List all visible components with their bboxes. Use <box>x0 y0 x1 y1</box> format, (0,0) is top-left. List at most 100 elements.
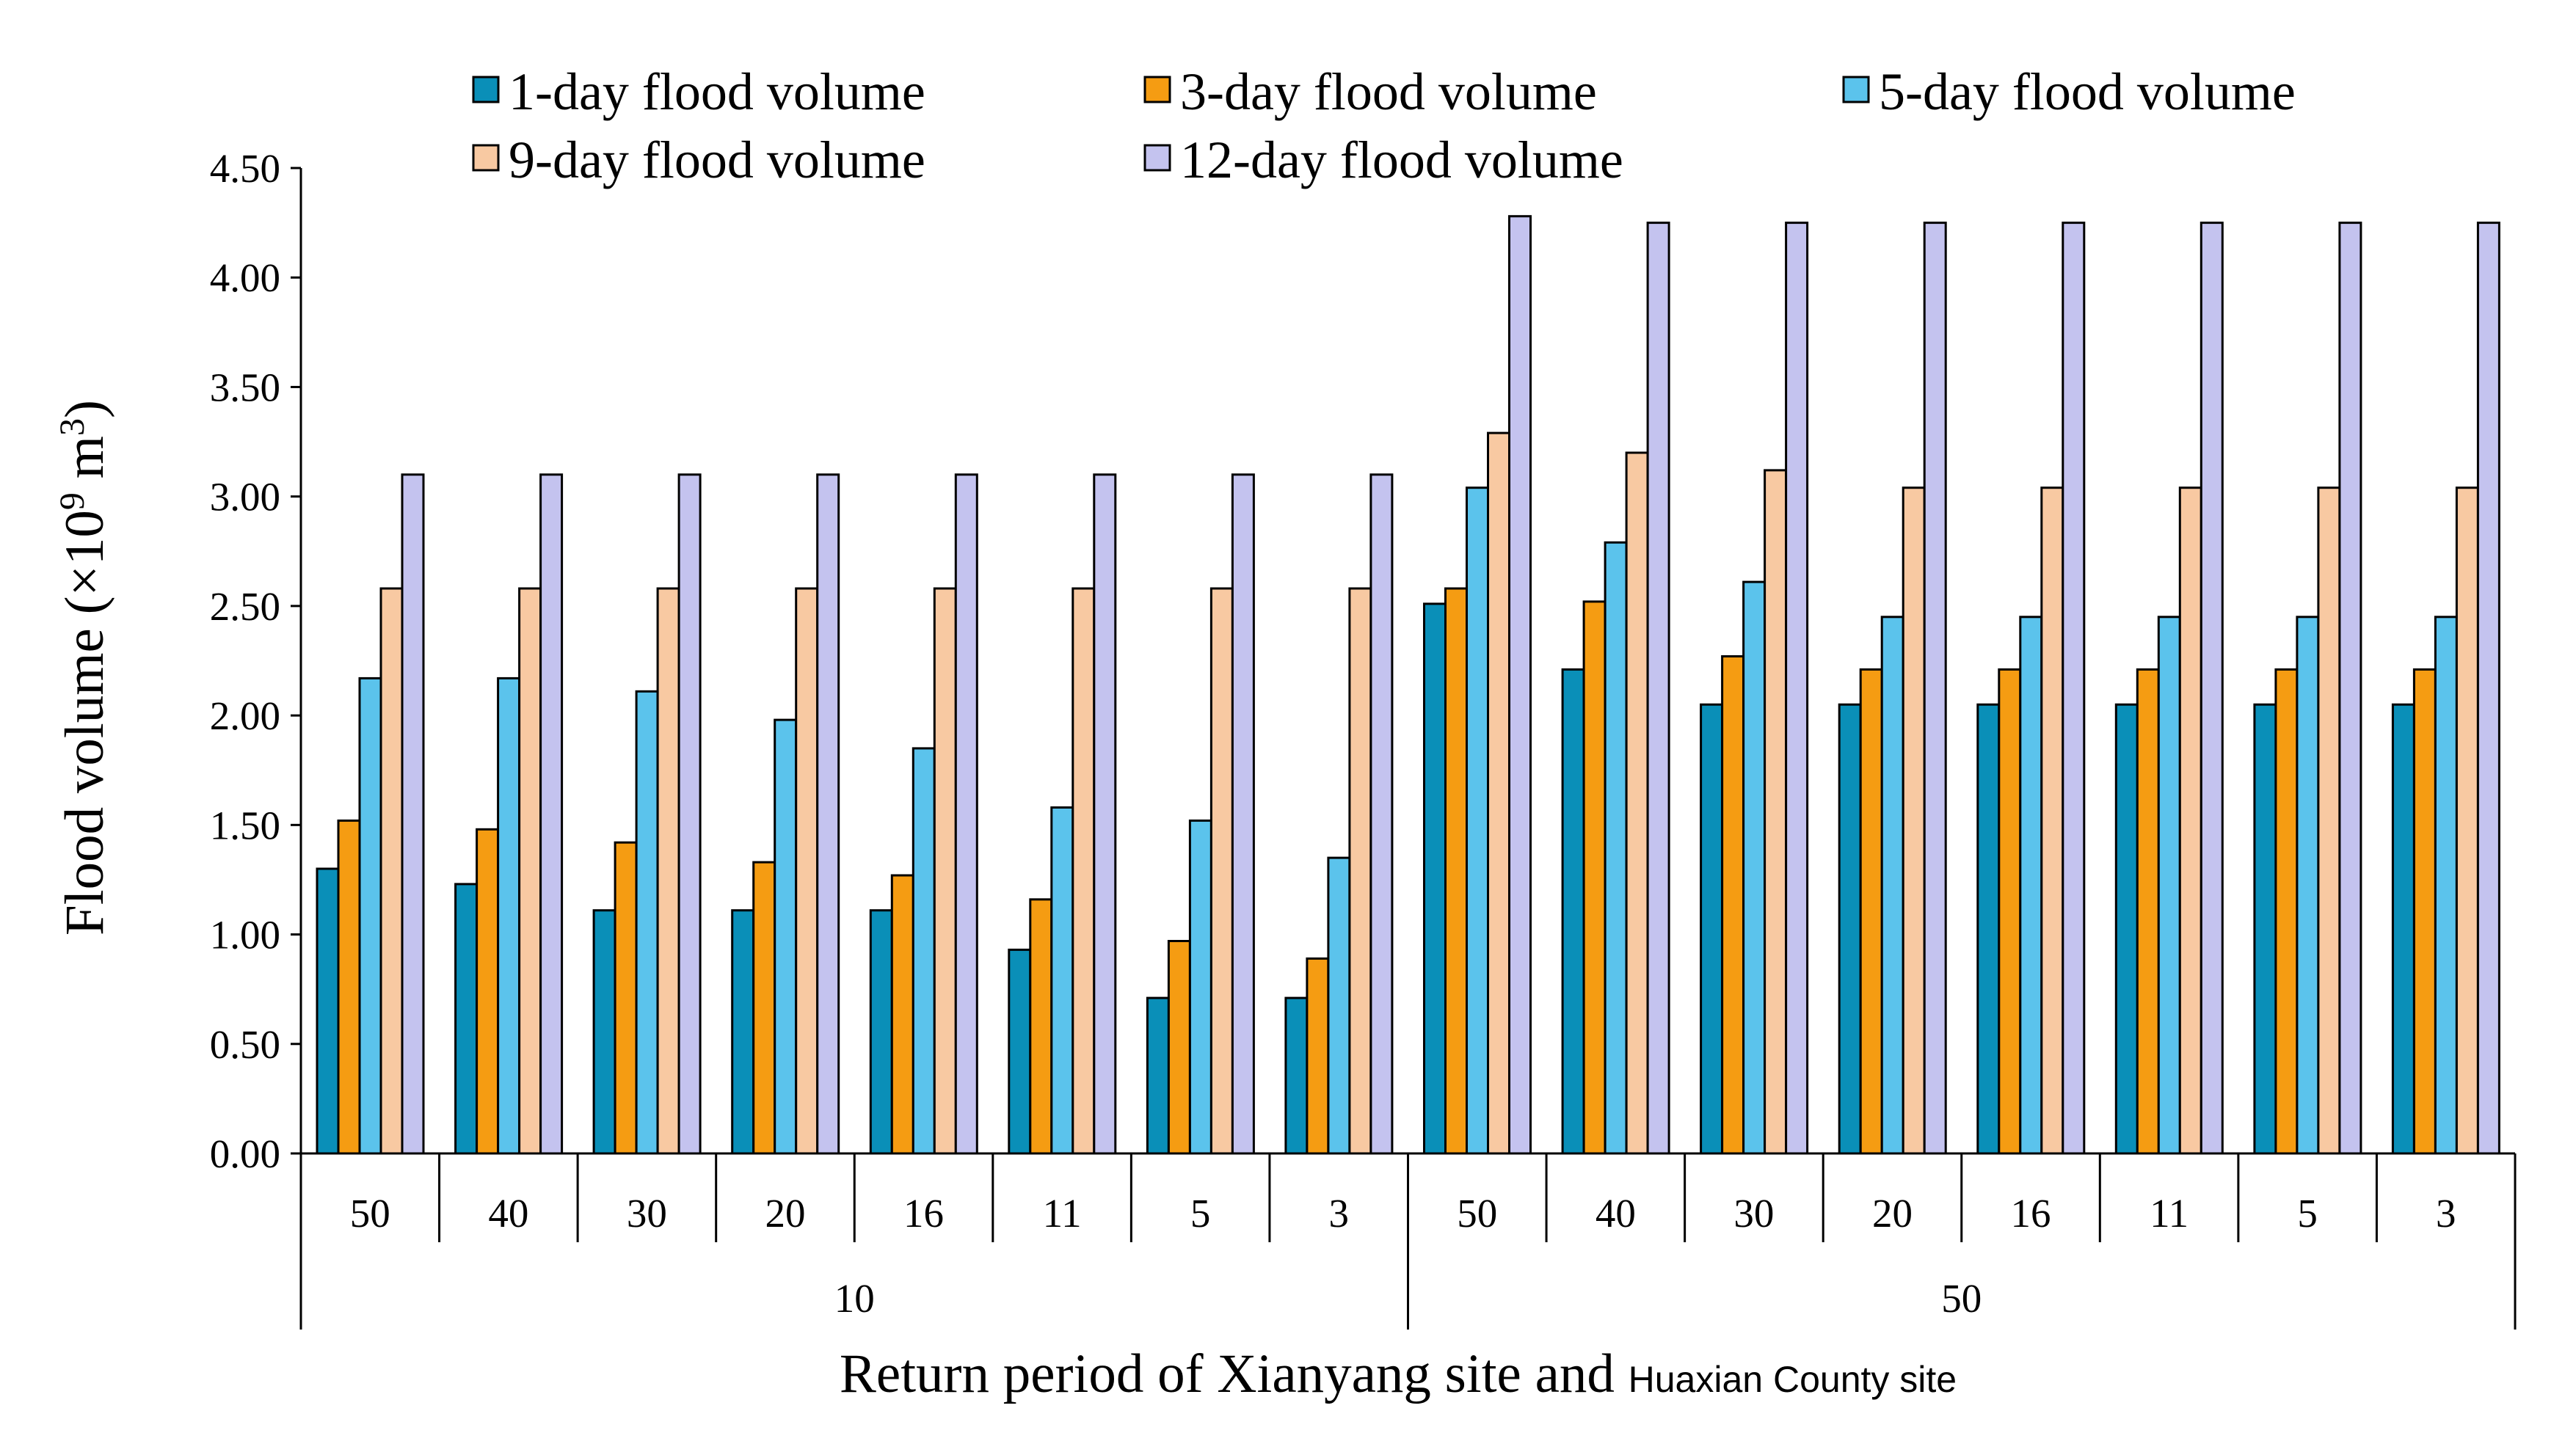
bar-12-day-flood-volume <box>2062 222 2086 1155</box>
legend-label: 5-day flood volume <box>1879 62 2296 121</box>
bar-9-day-flood-volume <box>1071 587 1096 1155</box>
y-axis-title-sup2: 3 <box>53 418 92 436</box>
bar-9-day-flood-volume <box>1348 587 1372 1155</box>
legend-label: 1-day flood volume <box>509 62 925 121</box>
bar-5-day-flood-volume <box>2019 616 2043 1155</box>
bar-3-day-flood-volume <box>614 841 638 1155</box>
bar-12-day-flood-volume <box>1508 215 1532 1155</box>
y-axis-title-mid: m <box>54 436 115 492</box>
x-axis: 50 40 30 20 16 11 5 3 50 40 30 20 16 11 5 3 10 50 <box>299 1152 2517 1330</box>
x-axis-title-main: Return period of Xianyang site and <box>840 1343 1629 1404</box>
bar-9-day-flood-volume <box>2040 486 2064 1155</box>
legend-swatch <box>472 76 500 103</box>
x-axis-title-small: Huaxian County site <box>1629 1359 1957 1400</box>
y-axis-title-suffix: ) <box>54 400 115 418</box>
bar-5-day-flood-volume <box>1327 856 1351 1155</box>
bar-3-day-flood-volume <box>476 828 500 1155</box>
bar-12-day-flood-volume <box>1231 473 1255 1155</box>
bar-12-day-flood-volume <box>2476 222 2500 1155</box>
x-category-label: 16 <box>903 1191 944 1236</box>
bar-9-day-flood-volume <box>1764 469 1788 1155</box>
bar-9-day-flood-volume <box>1902 486 1926 1155</box>
x-category-label: 3 <box>2436 1191 2456 1236</box>
bar-5-day-flood-volume <box>497 677 521 1155</box>
x-category-label: 11 <box>1043 1191 1082 1236</box>
bar-5-day-flood-volume <box>912 747 936 1155</box>
bar-1-day-flood-volume <box>731 909 755 1155</box>
bar-5-day-flood-volume <box>1050 806 1074 1155</box>
x-category-label: 20 <box>765 1191 805 1236</box>
y-axis-title-prefix: Flood volume (×10 <box>54 510 115 936</box>
bar-9-day-flood-volume <box>2178 486 2202 1155</box>
y-axis-title: Flood volume (×109 m3) <box>53 400 116 936</box>
y-axis-title-sup1: 9 <box>53 492 92 510</box>
legend-swatch <box>1842 76 1870 103</box>
x-category-label: 50 <box>1457 1191 1497 1236</box>
bar-1-day-flood-volume <box>2114 703 2139 1155</box>
bar-5-day-flood-volume <box>774 718 798 1155</box>
bar-3-day-flood-volume <box>1029 898 1053 1155</box>
bar-5-day-flood-volume <box>2296 616 2320 1155</box>
bar-1-day-flood-volume <box>1838 703 1862 1155</box>
bar-3-day-flood-volume <box>1721 655 1745 1155</box>
bar-12-day-flood-volume <box>677 473 702 1155</box>
y-tick-label: 1.00 <box>210 913 280 958</box>
y-tick-label: 4.50 <box>210 146 280 191</box>
bar-9-day-flood-volume <box>1625 451 1649 1155</box>
bar-12-day-flood-volume <box>1646 222 1670 1155</box>
bar-5-day-flood-volume <box>1880 616 1904 1155</box>
bar-1-day-flood-volume <box>1008 948 1032 1155</box>
legend-label: 12-day flood volume <box>1180 131 1623 189</box>
bar-3-day-flood-volume <box>890 874 914 1155</box>
bar-3-day-flood-volume <box>2412 668 2437 1155</box>
x-category-label: 5 <box>2297 1191 2318 1236</box>
y-tick-label: 3.50 <box>210 365 280 409</box>
y-tick-label: 2.00 <box>210 693 280 738</box>
bar-3-day-flood-volume <box>752 861 776 1155</box>
bar-3-day-flood-volume <box>1444 587 1468 1155</box>
x-group-label: 50 <box>1941 1276 1982 1321</box>
bar-9-day-flood-volume <box>1209 587 1234 1155</box>
bar-3-day-flood-volume <box>1998 668 2022 1155</box>
legend-swatch <box>1143 76 1171 103</box>
x-category-label: 5 <box>1190 1191 1211 1236</box>
x-category-label: 40 <box>488 1191 528 1236</box>
bar-1-day-flood-volume <box>592 909 616 1155</box>
bar-5-day-flood-volume <box>1188 819 1212 1155</box>
bar-9-day-flood-volume <box>795 587 819 1155</box>
bar-1-day-flood-volume <box>1700 703 1724 1155</box>
bar-1-day-flood-volume <box>454 883 479 1155</box>
bar-1-day-flood-volume <box>2391 703 2415 1155</box>
bar-3-day-flood-volume <box>1859 668 1883 1155</box>
bar-5-day-flood-volume <box>2157 616 2181 1155</box>
bar-1-day-flood-volume <box>1976 703 2001 1155</box>
bar-5-day-flood-volume <box>1604 541 1628 1155</box>
bar-3-day-flood-volume <box>1306 957 1330 1155</box>
x-group-label: 10 <box>834 1276 875 1321</box>
bar-12-day-flood-volume <box>954 473 978 1155</box>
x-category-label: 50 <box>350 1191 390 1236</box>
bar-5-day-flood-volume <box>2434 616 2458 1155</box>
y-axis: 0.00 0.50 1.00 1.50 2.00 2.50 3.00 3.50 4.00 4.50 <box>210 146 302 1176</box>
x-category-label: 40 <box>1596 1191 1636 1236</box>
bar-1-day-flood-volume <box>2253 703 2277 1155</box>
bar-1-day-flood-volume <box>316 867 340 1155</box>
x-category-label: 11 <box>2150 1191 2188 1236</box>
y-tick-label: 1.50 <box>210 803 280 847</box>
bar-9-day-flood-volume <box>2455 486 2479 1155</box>
bar-1-day-flood-volume <box>1146 996 1170 1155</box>
x-category-label: 30 <box>627 1191 667 1236</box>
y-tick-label: 0.00 <box>210 1131 280 1176</box>
bar-5-day-flood-volume <box>358 677 382 1155</box>
x-category-label: 30 <box>1733 1191 1774 1236</box>
bar-5-day-flood-volume <box>1742 580 1767 1155</box>
bar-9-day-flood-volume <box>933 587 957 1155</box>
y-tick-label: 4.00 <box>210 255 280 300</box>
bar-12-day-flood-volume <box>1093 473 1117 1155</box>
bar-12-day-flood-volume <box>2338 222 2362 1155</box>
bar-9-day-flood-volume <box>1487 431 1510 1155</box>
bar-12-day-flood-volume <box>816 473 840 1155</box>
bar-12-day-flood-volume <box>1369 473 1394 1155</box>
bar-12-day-flood-volume <box>1923 222 1947 1155</box>
x-axis-title: Return period of Xianyang site and Huaxi… <box>840 1343 1957 1404</box>
